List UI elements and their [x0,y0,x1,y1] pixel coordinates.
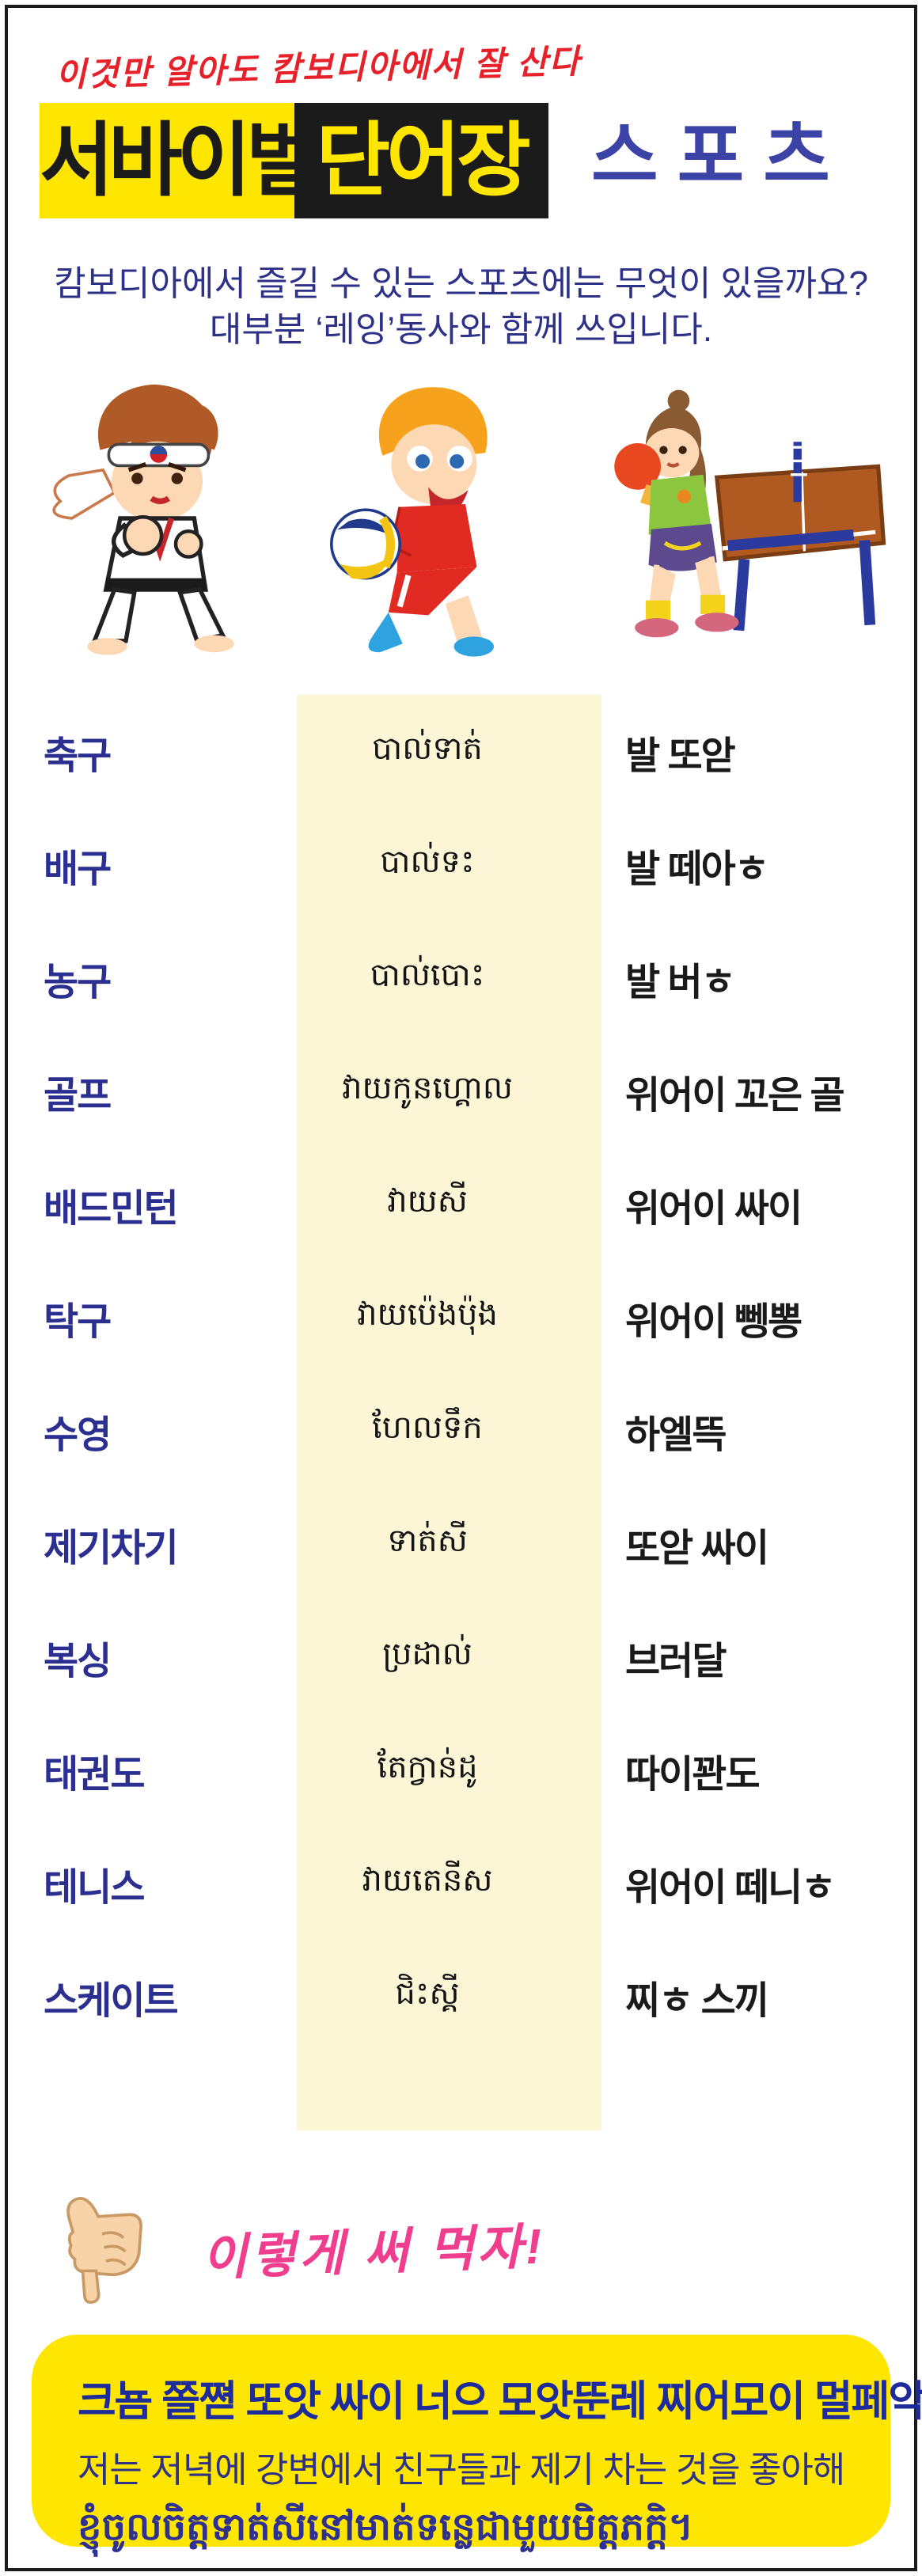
title-wordbook: 단어장 [294,103,548,218]
subtitle-line-1: 캄보디아에서 즐길 수 있는 스포츠에는 무엇이 있을까요? [54,264,868,303]
sport-pronunciation: 브러달 [625,1640,727,1683]
sport-pronunciation: 또앋 싸이 [625,1527,769,1569]
sport-khmer: ប្រដាល់ [382,1637,472,1671]
table-row: 골프 វាយកូនហ្គោល 위어이 꼬은 골 [0,1034,922,1148]
table-row: 탁구 វាយប៉េងប៉ុង 위어이 뼁뽕 [0,1261,922,1374]
sport-pronunciation: 발 버ㅎ [625,961,736,1003]
sport-korean: 테니스 [44,1866,145,1909]
sport-korean: 탁구 [44,1300,112,1343]
usage-headline: 이렇게 써 먹자! [201,2219,546,2286]
table-row: 복싱 ប្រដាល់ 브러달 [0,1600,922,1713]
sport-khmer: បាល់ទះ [380,844,475,879]
khmer-column-background [297,695,601,2130]
sport-pronunciation: 위어이 뼁뽕 [625,1300,802,1343]
sport-korean: 제기차기 [44,1527,179,1569]
table-row: 배드민턴 វាយសី 위어이 싸이 [0,1148,922,1261]
table-row: 테니스 វាយតេនីស 위어이 떼니ㅎ [0,1827,922,1940]
sport-khmer: ជិះស្គី [395,1976,460,2011]
example-khmer: ខ្ញុំចូលចិត្តទាត់សីនៅមាត់ទន្លេជាមួយមិត្ត… [78,2506,694,2548]
sport-pronunciation: 위어이 꼬은 골 [625,1074,845,1117]
vocab-table: 축구 បាល់ទាត់ 발 또앋 배구 បាល់ទះ 발 떼아ㅎ 농구 បាល់… [0,695,922,2130]
sport-pronunciation: 하엘뜩 [625,1413,727,1456]
sport-korean: 골프 [44,1074,112,1117]
illustration-row [36,372,886,665]
pointing-hand-icon [66,2197,142,2305]
sport-korean: 수영 [44,1413,112,1456]
usage-headline-row: 이렇게 써 먹자! [59,2180,851,2315]
table-row: 스케이트 ជិះស្គី 찌ㅎ 스끼 [0,1940,922,2053]
example-korean: 저는 저녁에 강변에서 친구들과 제기 차는 것을 좋아해 [78,2449,845,2490]
sport-korean: 스케이트 [44,1979,179,2022]
table-tennis-girl-illustration [614,389,886,638]
table-row: 배구 បាល់ទះ 발 떼아ㅎ [0,808,922,921]
tagline: 이것만 알아도 캄보디아에서 잘 산다 [55,42,582,94]
sport-khmer: វាយប៉េងប៉ុង [357,1297,498,1332]
sport-khmer: វាយសី [387,1184,468,1219]
subtitle: 캄보디아에서 즐길 수 있는 스포츠에는 무엇이 있을까요? 대부분 ‘레잉’동… [0,261,922,353]
sport-korean: 축구 [44,734,112,777]
sport-khmer: តែក្វាន់ដូ [377,1750,478,1785]
sport-khmer: បាល់ទាត់ [372,731,483,766]
sport-pronunciation: 찌ㅎ 스끼 [625,1979,769,2022]
sport-khmer: វាយតេនីស [362,1863,493,1898]
sport-korean: 복싱 [44,1640,112,1683]
sport-khmer: បាល់បោះ [370,958,485,992]
table-row: 제기차기 ទាត់សី 또앋 싸이 [0,1487,922,1600]
sport-pronunciation: 발 떼아ㅎ [625,848,769,890]
sport-korean: 배구 [44,848,112,890]
sport-korean: 태권도 [44,1753,145,1796]
sport-pronunciation: 따이꽌도 [625,1753,761,1796]
title-survival: 서바이벌 [40,103,320,218]
sport-khmer: វាយកូនហ្គោល [342,1071,513,1106]
taekwondo-boy-illustration [52,384,234,655]
sport-korean: 농구 [44,961,112,1003]
sport-khmer: ទាត់សី [387,1523,468,1558]
sport-khmer: ហែលទឹក [372,1410,483,1445]
sport-korean: 배드민턴 [44,1187,179,1230]
sport-pronunciation: 위어이 떼니ㅎ [625,1866,836,1909]
sport-pronunciation: 위어이 싸이 [625,1187,802,1230]
table-row: 태권도 តែក្វាន់ដូ 따이꽌도 [0,1713,922,1827]
title-row: 서바이벌 단어장 스포츠 [0,103,922,218]
table-row: 축구 បាល់ទាត់ 발 또앋 [0,695,922,808]
sport-pronunciation: 발 또앋 [625,734,736,777]
example-sentence-box: 크뇸 쫄쪋 또앗 싸이 너으 모앗뚠레 찌어모이 멀페악 저는 저녁에 강변에서… [32,2335,922,2548]
example-pronunciation: 크뇸 쫄쪋 또앗 싸이 너으 모앗뚠레 찌어모이 멀페악 [78,2378,922,2425]
boy-with-volleyball-illustration [329,387,494,657]
subtitle-line-2: 대부분 ‘레잉’동사와 함께 쓰입니다. [209,310,713,349]
table-row: 수영 ហែលទឹក 하엘뜩 [0,1374,922,1487]
table-row: 농구 បាល់បោះ 발 버ㅎ [0,921,922,1034]
title-topic-sports: 스포츠 [591,116,849,197]
